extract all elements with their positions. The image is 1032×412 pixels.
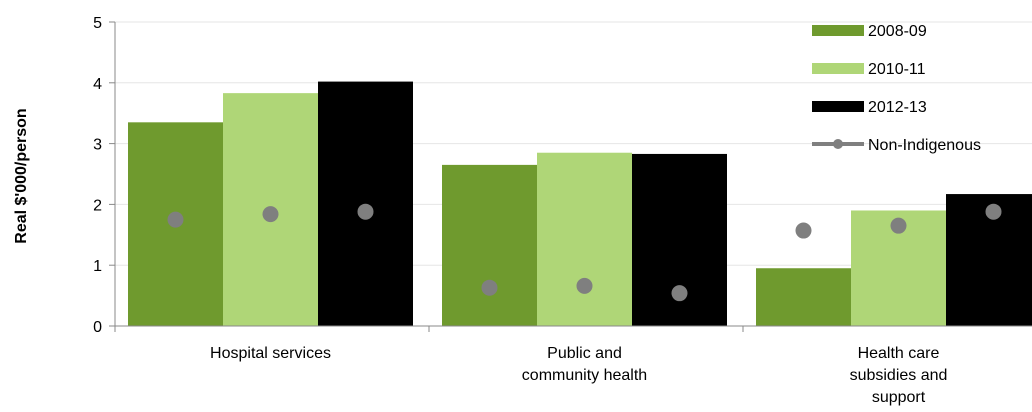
non-indigenous-marker [576, 277, 593, 294]
non-indigenous-marker [357, 203, 374, 220]
bar-2008-09 [756, 268, 851, 326]
legend-label: 2012-13 [868, 99, 927, 116]
category-label: subsidies and [850, 367, 948, 384]
category-label: Public and [547, 345, 622, 362]
non-indigenous-marker [481, 279, 498, 296]
legend-swatch [812, 101, 864, 112]
y-tick-label: 1 [93, 258, 102, 275]
non-indigenous-marker [671, 285, 688, 302]
category-label: support [872, 389, 926, 406]
non-indigenous-marker [167, 211, 184, 228]
legend-label: Non-Indigenous [868, 137, 981, 154]
legend-swatch [812, 63, 864, 74]
category-label: community health [522, 367, 647, 384]
non-indigenous-marker [985, 203, 1002, 220]
y-tick-label: 3 [93, 137, 102, 154]
legend-marker-dot [833, 139, 843, 149]
y-tick-label: 0 [93, 319, 102, 336]
bar-2008-09 [442, 164, 537, 326]
category-labels: Hospital services Public and community hea… [210, 345, 947, 406]
markers [167, 203, 1002, 302]
y-tick-label: 4 [93, 76, 102, 93]
category-label: Health care [858, 345, 940, 362]
y-tick-labels: 0 1 2 3 4 5 [93, 15, 115, 336]
legend-label: 2010-11 [868, 61, 926, 78]
legend-swatch [812, 25, 864, 36]
category-label: Hospital services [210, 345, 331, 362]
axes [114, 22, 1032, 332]
y-axis-label: Real $'000/person [13, 108, 30, 243]
non-indigenous-marker [262, 206, 279, 223]
y-tick-label: 5 [93, 15, 102, 32]
non-indigenous-marker [890, 217, 907, 234]
bar-2010-11 [537, 152, 632, 326]
legend-label: 2008-09 [868, 23, 927, 40]
non-indigenous-marker [795, 222, 812, 239]
legend: 2008-09 2010-11 2012-13 Non-Indigenous [812, 23, 981, 154]
y-tick-label: 2 [93, 197, 102, 214]
